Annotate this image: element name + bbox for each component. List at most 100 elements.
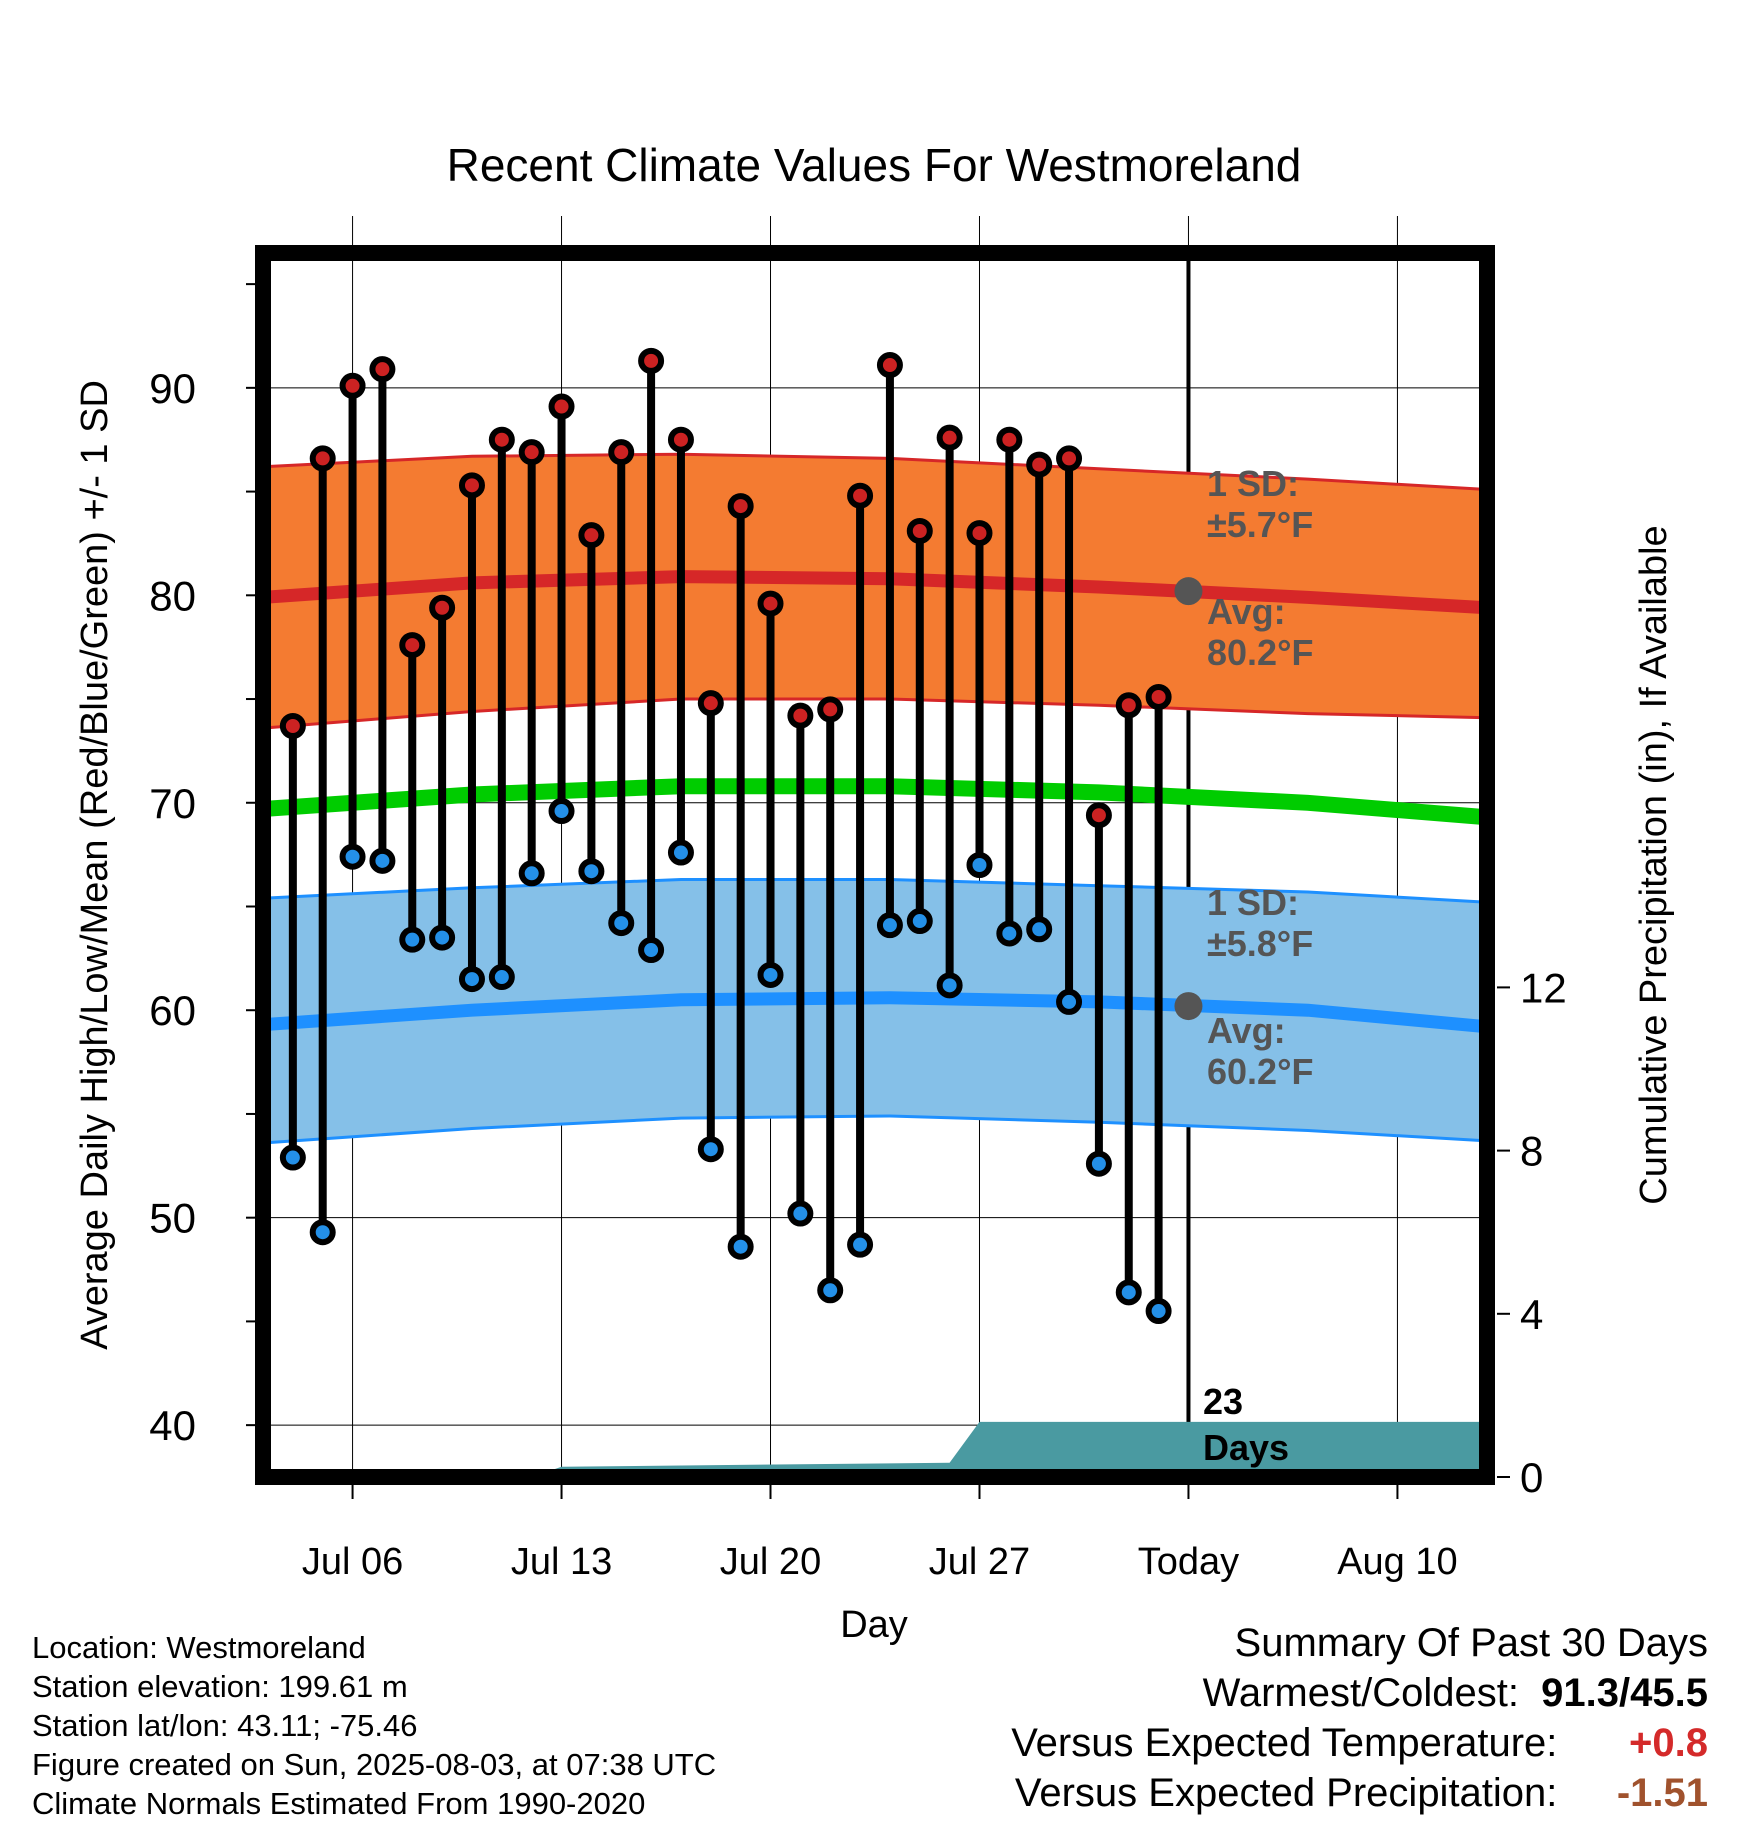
low-point: [518, 860, 545, 887]
low-sd-band: [263, 879, 1487, 1143]
x-tick-label: Jul 06: [302, 1541, 403, 1583]
temp-row: Versus Expected Temperature: +0.8: [1011, 1718, 1708, 1768]
precip-area: [263, 1421, 1487, 1477]
high-point: [638, 347, 665, 374]
y2-tick-label: 12: [1520, 964, 1567, 1011]
high-point: [488, 426, 515, 453]
summary-panel: Summary Of Past 30 Days Warmest/Coldest:…: [1011, 1618, 1708, 1818]
low-point: [608, 910, 635, 937]
high-sd-band: [263, 454, 1487, 729]
y2-tick-label: 4: [1520, 1291, 1543, 1338]
high-point: [996, 426, 1023, 453]
mean-avg-line: [263, 778, 1487, 826]
y2-tick-label: 8: [1520, 1128, 1543, 1175]
chart-title: Recent Climate Values For Westmoreland: [447, 139, 1302, 191]
low-point: [667, 839, 694, 866]
temp-label: Versus Expected Temperature:: [1011, 1721, 1558, 1765]
y-tick-label: 60: [149, 987, 196, 1034]
y2-axis-label: Cumulative Precipitation (in), If Availa…: [1633, 525, 1675, 1204]
precip-label: Versus Expected Precipitation:: [1014, 1771, 1558, 1815]
y-tick-label: 50: [149, 1195, 196, 1242]
x-tick-label: Jul 13: [511, 1541, 612, 1583]
plot-frame: [255, 245, 1495, 1485]
y2-tick-label: 0: [1520, 1454, 1543, 1501]
low-point: [727, 1233, 754, 1260]
station-info: Location: Westmoreland Station elevation…: [32, 1628, 716, 1823]
y-tick-label: 40: [149, 1402, 196, 1449]
y-tick-label: 90: [149, 365, 196, 412]
x-tick-label: Aug 10: [1337, 1541, 1457, 1583]
normal-bands: [263, 452, 1487, 1145]
low-point: [996, 920, 1023, 947]
high-point: [518, 439, 545, 466]
low-point: [1115, 1279, 1142, 1306]
low-avg-label-line1: Avg:: [1207, 1010, 1286, 1051]
low-point: [757, 961, 784, 988]
low-point: [548, 798, 575, 825]
low-point: [1026, 916, 1053, 943]
summary-title: Summary Of Past 30 Days: [1234, 1621, 1708, 1665]
x-tick-label: Today: [1138, 1541, 1239, 1583]
x-tick-label: Jul 27: [929, 1541, 1030, 1583]
high-point: [429, 594, 456, 621]
normals-text: Climate Normals Estimated From 1990-2020: [32, 1786, 646, 1821]
high-sd-label-line1: 1 SD:: [1207, 463, 1299, 504]
elevation-text: Station elevation: 199.61 m: [32, 1669, 408, 1704]
low-sd-label-line2: ±5.8°F: [1207, 923, 1313, 964]
low-point: [488, 964, 515, 991]
x-axis-label: Day: [840, 1604, 908, 1646]
low-point: [876, 912, 903, 939]
high-avg-label-line2: 80.2°F: [1207, 632, 1313, 673]
latlon-text: Station lat/lon: 43.11; -75.46: [32, 1708, 418, 1743]
temp-value: +0.8: [1629, 1721, 1708, 1765]
high-point: [578, 522, 605, 549]
low-sd-lower-line: [263, 1114, 1487, 1145]
low-point: [1085, 1150, 1112, 1177]
high-point: [876, 352, 903, 379]
high-point: [399, 632, 426, 659]
high-point: [1026, 451, 1053, 478]
high-point: [697, 690, 724, 717]
x-tick-label: Jul 20: [720, 1541, 821, 1583]
low-point: [697, 1136, 724, 1163]
days-label-line2: Days: [1203, 1427, 1289, 1468]
low-point: [339, 843, 366, 870]
high-point: [817, 696, 844, 723]
low-point: [369, 847, 396, 874]
high-point: [966, 520, 993, 547]
high-sd-label-line2: ±5.7°F: [1207, 504, 1313, 545]
high-point: [1145, 683, 1172, 710]
axes: 40 50 60 70 80 90 0 4 8 12 Jul 06 Jul 13 Jul 20 Jul 2…: [149, 283, 1567, 1583]
warm-cold-value: 91.3/45.5: [1541, 1671, 1708, 1715]
high-point: [1085, 802, 1112, 829]
precip-row: Versus Expected Precipitation: -1.51: [1011, 1768, 1708, 1818]
low-point: [638, 937, 665, 964]
observed-temperatures: [279, 347, 1172, 1325]
grid: [263, 216, 1487, 1477]
today-low-avg-marker: [1174, 992, 1203, 1021]
high-avg-label-line1: Avg:: [1207, 591, 1286, 632]
y-tick-label: 80: [149, 572, 196, 619]
y-axis-label: Average Daily High/Low/Mean (Red/Blue/Gr…: [74, 380, 116, 1350]
low-point: [936, 972, 963, 999]
low-point: [429, 924, 456, 951]
low-point: [847, 1231, 874, 1258]
y-tick-label: 70: [149, 780, 196, 827]
low-point: [1056, 988, 1083, 1015]
low-avg-label-line2: 60.2°F: [1207, 1051, 1313, 1092]
precipitation-area: [263, 1421, 1487, 1477]
high-point: [1056, 445, 1083, 472]
high-point: [339, 372, 366, 399]
warm-cold-row: Warmest/Coldest: 91.3/45.5: [1011, 1668, 1708, 1718]
high-point: [458, 472, 485, 499]
low-sd-label-line1: 1 SD:: [1207, 882, 1299, 923]
low-point: [966, 852, 993, 878]
days-label-line1: 23: [1203, 1381, 1243, 1422]
high-point: [1115, 692, 1142, 719]
low-point: [399, 926, 426, 953]
low-point: [1145, 1298, 1172, 1325]
low-point: [279, 1144, 306, 1171]
high-point: [757, 590, 784, 617]
high-point: [608, 439, 635, 466]
